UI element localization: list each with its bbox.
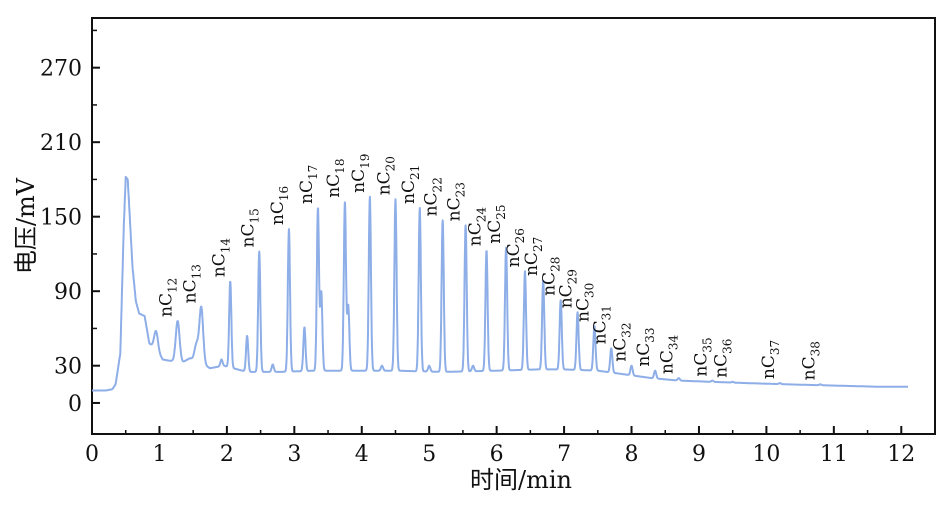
x-tick-label: 11 <box>820 442 848 467</box>
plot-frame <box>91 17 936 435</box>
peak-label: nC15 <box>238 208 261 247</box>
y-tick-label: 270 <box>40 57 82 82</box>
x-tick-label: 1 <box>152 442 166 467</box>
series-line <box>91 175 909 392</box>
peak-label: nC14 <box>209 238 232 278</box>
x-tick-label: 0 <box>85 442 99 467</box>
peak-label: nC22 <box>422 177 445 216</box>
peak-label: nC19 <box>349 154 372 193</box>
x-tick-label: 5 <box>422 442 436 467</box>
y-tick-label: 210 <box>40 131 82 156</box>
y-axis-title: 电压/mV <box>12 177 40 274</box>
peak-label: nC30 <box>573 283 596 322</box>
peak-label: nC27 <box>522 237 545 276</box>
x-tick-label: 3 <box>287 442 301 467</box>
peak-label: nC21 <box>399 165 422 204</box>
peak-label: nC28 <box>540 257 563 296</box>
peak-label: nC33 <box>634 327 657 366</box>
y-tick-label: 0 <box>68 392 82 417</box>
peak-label: nC23 <box>445 182 468 221</box>
peak-label: nC20 <box>374 156 397 195</box>
peak-label: nC29 <box>557 269 580 308</box>
x-tick-label: 8 <box>625 442 639 467</box>
y-tick-label: 150 <box>40 206 82 231</box>
x-axis-title: 时间/min <box>470 466 572 494</box>
peak-label: nC35 <box>691 337 714 376</box>
y-tick-label: 90 <box>54 280 82 305</box>
x-tick-label: 9 <box>692 442 706 467</box>
peak-label: nC31 <box>590 305 613 344</box>
x-tick-label: 6 <box>490 442 504 467</box>
x-tick-label: 4 <box>355 442 369 467</box>
peak-label: nC32 <box>611 322 634 361</box>
peak-label: nC16 <box>268 186 291 225</box>
peak-label: nC36 <box>712 339 735 378</box>
chromatogram-line <box>91 175 909 392</box>
x-tick-label: 7 <box>557 442 571 467</box>
peak-label: nC18 <box>324 159 347 198</box>
peak-label: nC34 <box>658 335 681 375</box>
peak-label: nC26 <box>504 228 527 267</box>
x-tick-label: 12 <box>887 442 915 467</box>
x-tick-label: 10 <box>752 442 780 467</box>
x-tick-label: 2 <box>220 442 234 467</box>
peak-label: nC24 <box>466 207 489 247</box>
peak-label: nC12 <box>157 278 180 317</box>
peak-label: nC17 <box>297 165 320 204</box>
peak-label: nC38 <box>799 341 822 380</box>
peak-label: nC13 <box>180 264 203 303</box>
peak-label: nC25 <box>485 204 508 243</box>
peak-labels: nC12 nC13 nC14 nC15 nC16 nC17nC18nC19nC20nC21… <box>157 154 823 381</box>
y-tick-label: 30 <box>54 355 82 380</box>
peak-label: nC37 <box>759 340 782 379</box>
